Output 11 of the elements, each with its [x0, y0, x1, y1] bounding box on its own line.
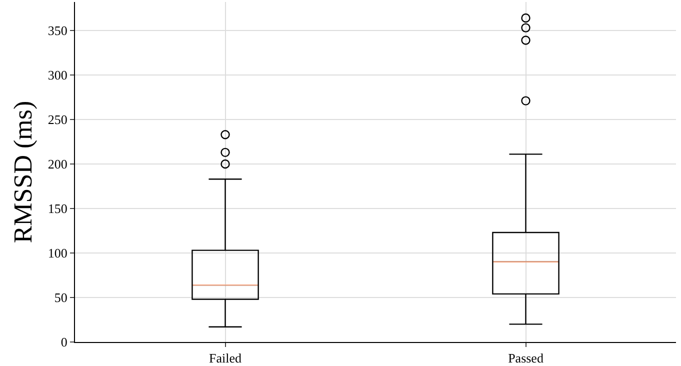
y-tick-label: 250	[48, 112, 68, 128]
x-tick-label: Passed	[508, 350, 544, 366]
y-tick-label: 0	[60, 334, 68, 350]
y-tick-label: 50	[54, 290, 68, 306]
y-tick-label: 350	[48, 23, 68, 38]
y-tick-label: 200	[48, 156, 68, 172]
y-tick-label: 300	[48, 68, 68, 83]
y-axis-title: RMSSD (ms)	[8, 100, 38, 244]
x-tick-label: Failed	[209, 350, 242, 366]
y-tick-label: 100	[48, 246, 68, 261]
y-tick-label: 150	[48, 201, 68, 216]
